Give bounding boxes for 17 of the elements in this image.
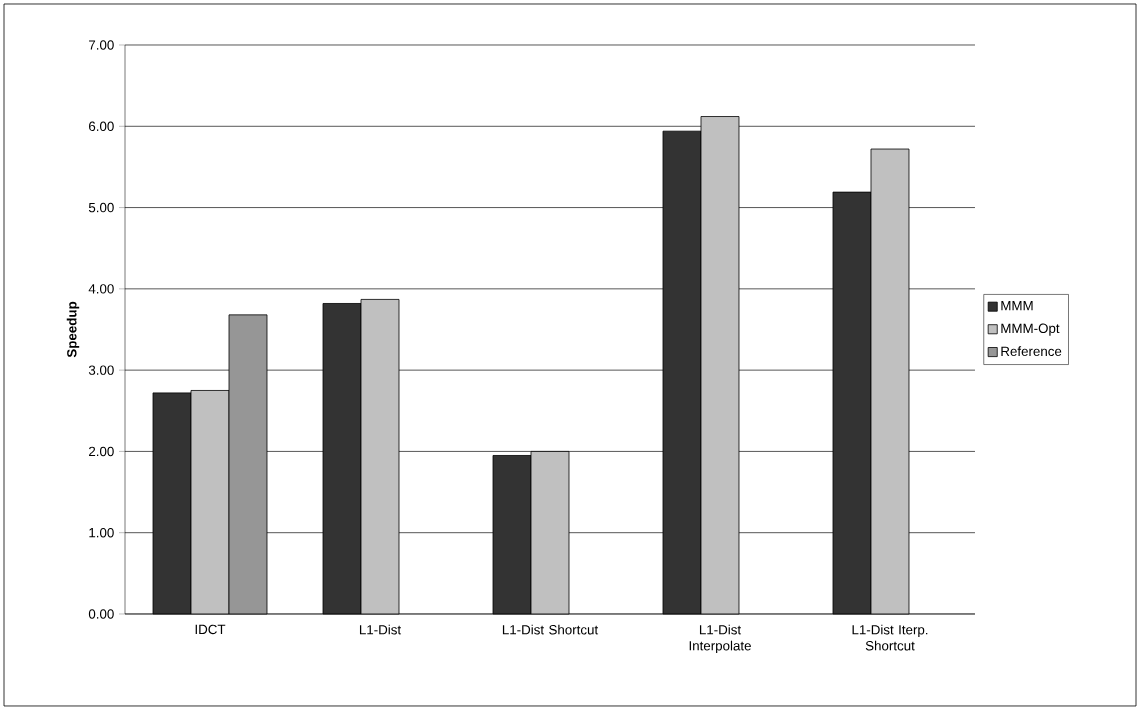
y-tick-label: 2.00: [89, 446, 114, 457]
legend-label: MMM-Opt: [1001, 323, 1060, 336]
y-tick-label: 5.00: [88, 202, 114, 213]
legend-label: MMM: [1001, 301, 1033, 311]
y-tick-label: 6.00: [89, 121, 114, 131]
legend-label: Reference: [1001, 346, 1062, 357]
x-tick-label: L1-Dist: [359, 624, 402, 635]
y-tick-label: 0.00: [88, 609, 114, 619]
x-tick-label: IDCT: [195, 624, 226, 635]
y-tick-label: 7.00: [89, 40, 114, 50]
x-tick-label: L1-Dist Interpolate: [689, 624, 751, 654]
x-tick-label: L1-Dist Shortcut: [502, 624, 599, 635]
x-tick-label: L1-Dist Iterp. Shortcut: [852, 624, 928, 651]
y-tick-label: 4.00: [88, 284, 114, 294]
y-tick-label: 1.00: [89, 527, 114, 538]
y-tick-label: 3.00: [88, 365, 114, 375]
y-axis-title: Speedup: [66, 301, 80, 358]
